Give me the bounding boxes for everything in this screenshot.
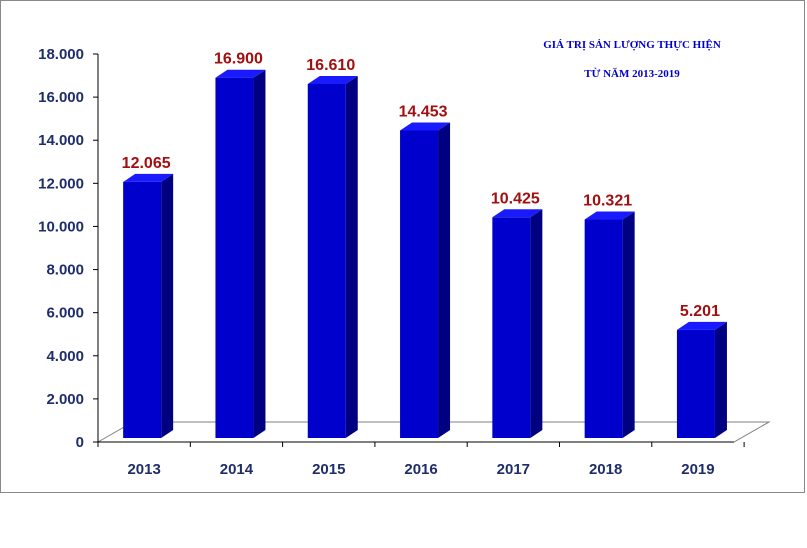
x-tick-label-2017: 2017	[497, 461, 530, 478]
bar-top-face	[307, 75, 358, 84]
bar-top-face	[676, 321, 727, 330]
bar-side-face	[714, 321, 727, 438]
data-label-2015: 16.610	[306, 57, 355, 74]
bar-side-face	[438, 122, 451, 439]
bar-front-face	[400, 130, 439, 438]
y-tick-label: 4.000	[46, 348, 84, 365]
bar-front-face	[492, 217, 531, 438]
y-tick-label: 14.000	[38, 132, 84, 149]
bar-top-face	[584, 211, 635, 220]
bar-front-face	[307, 83, 346, 438]
bar-2017	[492, 209, 543, 438]
x-tick-label-2019: 2019	[681, 461, 714, 478]
chart-area: 0 2.000 4.000 6.000 8.000 10.000 12.000 14.000 1…	[0, 0, 805, 493]
bar-2013	[123, 173, 174, 438]
bar-side-face	[622, 211, 635, 438]
bar-front-face	[676, 329, 715, 438]
bar-top-face	[400, 122, 451, 131]
bar-top-face	[123, 173, 174, 182]
bar-front-face	[215, 77, 254, 438]
y-tick-label: 12.000	[38, 175, 84, 192]
bar-top-face	[215, 69, 266, 78]
x-tick-label-2016: 2016	[404, 461, 437, 478]
bar-2015	[307, 75, 358, 438]
bar-2018	[584, 211, 635, 438]
bar-2019	[676, 321, 727, 438]
bar-chart: 0 2.000 4.000 6.000 8.000 10.000 12.000 14.000 1…	[38, 38, 771, 478]
y-tick-label: 0	[76, 434, 84, 451]
data-label-2016: 14.453	[399, 103, 448, 120]
bar-2014	[215, 69, 266, 438]
y-tick-label: 6.000	[46, 305, 84, 322]
y-tick-label: 8.000	[46, 262, 84, 279]
x-tick-label-2015: 2015	[312, 461, 345, 478]
y-tick-label: 2.000	[46, 391, 84, 408]
bar-2016	[400, 122, 451, 439]
x-tick-label-2014: 2014	[220, 461, 254, 478]
data-label-2017: 10.425	[491, 190, 540, 207]
y-tick-label: 18.000	[38, 46, 84, 63]
x-tick-label-2018: 2018	[589, 461, 622, 478]
x-tick-label-2013: 2013	[127, 461, 160, 478]
chart-title-line-1: GIÁ TRỊ SẢN LƯỢNG THỰC HIỆN	[543, 38, 721, 51]
bar-front-face	[584, 219, 623, 438]
y-tick-label: 10.000	[38, 218, 84, 235]
bar-front-face	[123, 181, 162, 438]
data-label-2019: 5.201	[680, 303, 720, 320]
bar-side-face	[161, 173, 174, 438]
data-label-2014: 16.900	[214, 51, 263, 68]
bar-side-face	[253, 69, 266, 438]
bar-side-face	[530, 209, 543, 438]
chart-title-line-2: TỪ NĂM 2013-2019	[584, 68, 680, 80]
bar-top-face	[492, 209, 543, 218]
data-label-2013: 12.065	[122, 155, 171, 172]
data-label-2018: 10.321	[583, 193, 632, 210]
bar-side-face	[345, 75, 358, 438]
y-tick-label: 16.000	[38, 89, 84, 106]
